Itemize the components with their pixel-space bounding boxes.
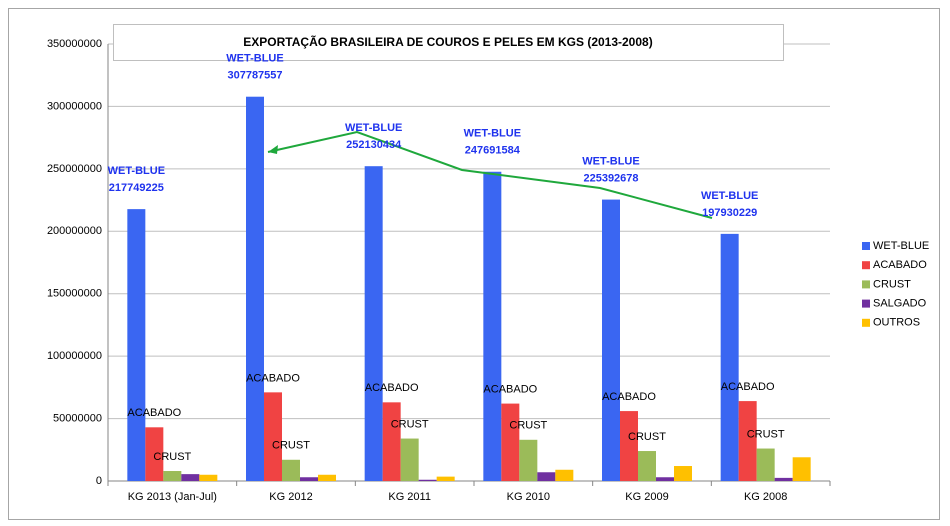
data-label-name: ACABADO (365, 382, 419, 394)
y-tick-label: 200000000 (47, 225, 102, 237)
data-label-name: WET-BLUE (226, 53, 283, 65)
bar (792, 457, 811, 481)
chart-title: EXPORTAÇÃO BRASILEIRA DE COUROS E PELES … (243, 34, 652, 49)
data-label-name: ACABADO (127, 407, 181, 419)
legend-swatch (862, 261, 870, 270)
x-tick-label: KG 2009 (625, 491, 668, 503)
bar (145, 427, 164, 481)
bar (738, 401, 757, 481)
data-label-name: ACABADO (721, 381, 775, 393)
bar (282, 459, 300, 481)
chart-border (8, 8, 940, 520)
legend-swatch (862, 299, 870, 308)
bar (620, 411, 638, 481)
bar (774, 477, 793, 481)
legend-label: ACABADO (873, 259, 927, 271)
y-tick-label: 50000000 (53, 412, 102, 424)
bar (656, 477, 674, 481)
legend-swatch (862, 318, 870, 327)
data-label: 217749225 (109, 182, 164, 194)
legend-swatch (862, 242, 870, 250)
data-label-name: WET-BLUE (345, 122, 402, 134)
bar (163, 471, 182, 481)
data-label: 307787557 (227, 70, 282, 82)
y-tick-label: 150000000 (47, 288, 102, 300)
data-label: 247691584 (465, 145, 521, 157)
plot-area (107, 43, 831, 486)
x-tick-label: KG 2012 (269, 491, 312, 503)
bar (638, 451, 656, 481)
bar (127, 209, 146, 481)
data-label-name: CRUST (747, 428, 785, 440)
bar (418, 479, 437, 481)
x-tick-label: KG 2011 (388, 491, 431, 503)
data-label-name: CRUST (628, 431, 666, 443)
y-tick-label: 250000000 (47, 163, 102, 175)
bar (199, 474, 218, 481)
data-label: 197930229 (702, 207, 757, 219)
bar (555, 469, 574, 481)
bar (756, 448, 775, 481)
x-tick-label: KG 2008 (744, 491, 787, 503)
legend-swatch (862, 280, 870, 289)
data-label: 225392678 (583, 172, 638, 184)
bar (501, 403, 520, 481)
data-label-name: WET-BLUE (701, 190, 758, 202)
bar (674, 466, 692, 481)
bar (602, 199, 620, 481)
bar (300, 477, 318, 481)
bar (720, 233, 739, 481)
x-tick-label: KG 2010 (507, 491, 550, 503)
legend-label: WET-BLUE (873, 240, 929, 252)
bar (364, 166, 383, 481)
data-label-name: ACABADO (246, 372, 300, 384)
y-tick-label: 0 (96, 475, 102, 487)
bar (318, 474, 336, 481)
bar (400, 438, 419, 481)
y-tick-label: 350000000 (47, 38, 102, 50)
data-label-name: ACABADO (602, 391, 656, 403)
y-tick-label: 100000000 (47, 350, 102, 362)
legend-label: SALGADO (873, 298, 927, 310)
bar (382, 402, 401, 481)
bar (246, 96, 264, 481)
trend-arrow (267, 130, 713, 219)
bar (181, 474, 200, 481)
title-box (113, 24, 784, 61)
bar (483, 171, 502, 481)
data-label-name: WET-BLUE (582, 155, 639, 167)
data-label-name: CRUST (391, 418, 429, 430)
arrow-head (268, 145, 278, 154)
legend-label: OUTROS (873, 317, 920, 329)
data-label-name: CRUST (153, 451, 191, 463)
bar (537, 472, 556, 481)
data-label-name: WET-BLUE (108, 165, 165, 177)
bar (436, 476, 455, 481)
data-label-name: WET-BLUE (464, 128, 521, 140)
data-label: 252130434 (346, 139, 402, 151)
legend-label: CRUST (873, 278, 911, 290)
data-label-name: CRUST (272, 440, 310, 452)
bar (519, 439, 538, 481)
data-label-name: CRUST (509, 420, 547, 432)
data-label-name: ACABADO (483, 383, 537, 395)
bar (264, 392, 282, 481)
y-tick-label: 300000000 (47, 100, 102, 112)
x-tick-label: KG 2013 (Jan-Jul) (128, 491, 217, 503)
